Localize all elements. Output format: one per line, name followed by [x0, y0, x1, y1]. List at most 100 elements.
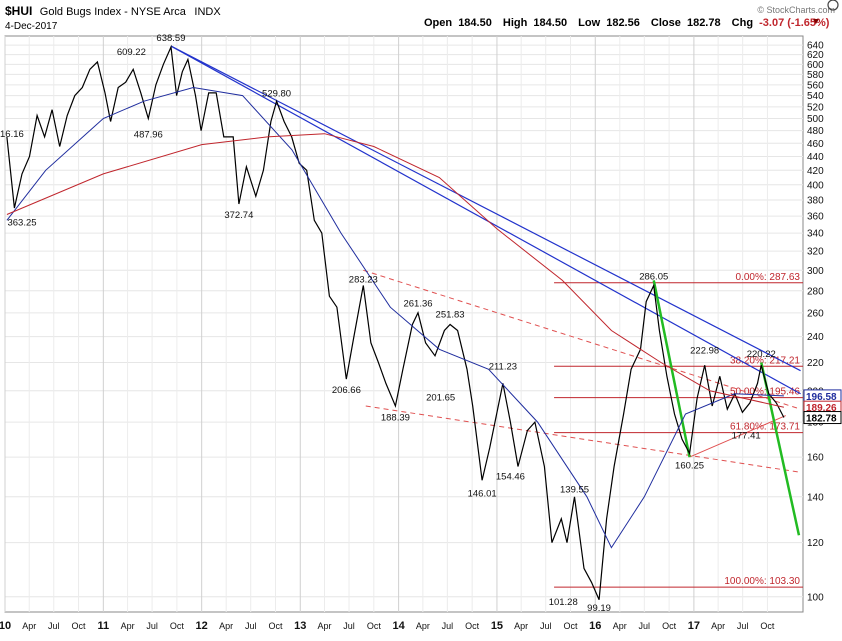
y-tick-label: 160 — [807, 453, 824, 464]
x-tick-label: Oct — [170, 621, 185, 631]
circle-icon[interactable] — [827, 0, 839, 11]
x-tick-label: Jul — [146, 621, 158, 631]
price-label: 146.01 — [468, 488, 497, 499]
x-tick-label: Apr — [711, 621, 725, 631]
plot-area: 1001201401601802002202402602803003203403… — [0, 33, 842, 632]
y-tick-label: 540 — [807, 91, 824, 102]
x-tick-label: Jul — [48, 621, 60, 631]
x-tick-label: Oct — [563, 621, 578, 631]
price-label: 363.25 — [7, 217, 36, 228]
header-name: Gold Bugs Index - NYSE Arca — [40, 6, 187, 18]
x-tick-label: Oct — [465, 621, 480, 631]
open-label: Open — [424, 17, 452, 29]
y-tick-label: 620 — [807, 50, 824, 61]
y-tick-label: 320 — [807, 247, 824, 258]
y-tick-label: 120 — [807, 538, 824, 549]
x-tick-label: 14 — [392, 620, 405, 632]
price-label: 638.59 — [156, 33, 185, 44]
fib-level-label: 100.00%: 103.30 — [724, 576, 800, 587]
x-tick-label: Oct — [367, 621, 382, 631]
x-tick-label: Apr — [416, 621, 430, 631]
value-tag: 196.58 — [806, 392, 837, 403]
high-value: 184.50 — [533, 17, 567, 29]
fib-level-label: 61.80%: 173.71 — [730, 422, 800, 433]
trendline-upper — [170, 45, 801, 372]
x-tick-label: Apr — [613, 621, 627, 631]
series-line-1 — [6, 86, 784, 549]
price-label: 99.19 — [587, 603, 611, 614]
y-tick-label: 400 — [807, 180, 824, 191]
x-tick-label: Apr — [121, 621, 135, 631]
y-tick-label: 520 — [807, 102, 824, 113]
price-label: 286.05 — [639, 271, 668, 282]
chg-value: -3.07 (-1.65%) — [759, 17, 830, 29]
y-tick-label: 240 — [807, 332, 824, 343]
high-label: High — [503, 17, 528, 29]
y-tick-label: 420 — [807, 166, 824, 177]
price-label: 261.36 — [403, 298, 432, 309]
low-label: Low — [578, 17, 600, 29]
price-label: 177.41 — [732, 430, 761, 441]
y-tick-label: 580 — [807, 70, 824, 81]
price-label: 16.16 — [0, 129, 24, 140]
price-label: 222.98 — [690, 345, 719, 356]
x-tick-label: 16 — [589, 620, 601, 632]
y-tick-label: 380 — [807, 196, 824, 207]
x-tick-label: Jul — [442, 621, 454, 631]
price-label: 139.55 — [560, 485, 589, 496]
fib-level-label: 38.20%: 217.21 — [730, 355, 800, 366]
price-label: 220.22 — [747, 349, 776, 360]
price-label: 283.23 — [349, 274, 378, 285]
channel-line-lower — [365, 405, 801, 473]
y-tick-label: 600 — [807, 60, 824, 71]
header-ohlc: Open 184.50 High 184.50 Low 182.56 Close… — [424, 17, 830, 29]
y-tick-label: 340 — [807, 229, 824, 240]
x-tick-label: Oct — [662, 621, 677, 631]
low-value: 182.56 — [606, 17, 640, 29]
x-tick-label: Apr — [22, 621, 36, 631]
x-tick-label: 10 — [0, 620, 11, 632]
dropdown-arrow-icon[interactable] — [813, 19, 819, 24]
price-label: 487.96 — [134, 130, 163, 141]
y-tick-label: 440 — [807, 152, 824, 163]
watermark: © StockCharts.com — [757, 5, 835, 15]
series-line-2 — [6, 133, 785, 408]
x-tick-label: Jul — [639, 621, 651, 631]
close-value: 182.78 — [687, 17, 721, 29]
header-symbol: $HUI — [5, 4, 32, 18]
price-label: 211.23 — [489, 362, 517, 373]
plot-frame — [4, 35, 804, 613]
price-label: 529.80 — [262, 88, 291, 99]
price-label: 609.22 — [117, 47, 146, 58]
x-tick-label: Oct — [268, 621, 283, 631]
x-tick-label: Jul — [343, 621, 355, 631]
price-label: 101.28 — [549, 597, 578, 608]
support-line — [689, 415, 786, 458]
y-tick-label: 100 — [807, 592, 824, 603]
fib-level-label: 0.00%: 287.63 — [736, 272, 801, 283]
price-label: 188.39 — [381, 413, 410, 424]
x-tick-label: Jul — [245, 621, 257, 631]
price-label: 206.66 — [332, 385, 361, 396]
x-tick-label: Apr — [514, 621, 528, 631]
y-tick-label: 480 — [807, 126, 824, 137]
x-tick-label: Jul — [737, 621, 749, 631]
y-tick-label: 640 — [807, 41, 824, 52]
x-tick-label: 11 — [98, 620, 110, 632]
price-label: 201.65 — [426, 392, 455, 403]
x-tick-label: 12 — [196, 620, 208, 632]
price-label: 154.46 — [496, 472, 525, 483]
y-tick-label: 560 — [807, 80, 824, 91]
header-exchange: INDX — [194, 6, 221, 18]
y-tick-label: 260 — [807, 308, 824, 319]
y-tick-label: 500 — [807, 114, 824, 125]
header-title: $HUI Gold Bugs Index - NYSE Arca INDX — [5, 2, 221, 19]
chart-header: $HUI Gold Bugs Index - NYSE Arca INDX 4-… — [5, 0, 839, 32]
x-tick-label: Jul — [540, 621, 552, 631]
y-tick-label: 300 — [807, 266, 824, 277]
price-label: 372.74 — [224, 210, 253, 221]
y-tick-label: 220 — [807, 358, 824, 369]
open-value: 184.50 — [458, 17, 492, 29]
